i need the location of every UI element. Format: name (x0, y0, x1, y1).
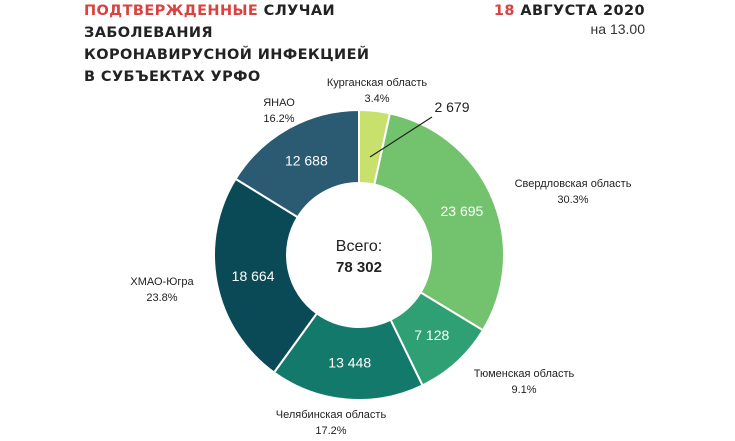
slice-name-курганская-область: Курганская область (327, 77, 428, 89)
title-line-4: В СУБЪЕКТАХ УРФО (84, 69, 261, 85)
date-month-year: АВГУСТА 2020 (514, 3, 645, 19)
report-date: 18 АВГУСТА 2020 (494, 1, 645, 21)
title-part2: СЛУЧАИ (258, 3, 336, 19)
value-label-свердловская-область: 23 695 (441, 203, 484, 219)
slice-percent-тюменская-область: 9.1% (511, 384, 536, 396)
slice-name-свердловская-область: Свердловская область (515, 178, 632, 190)
slice-percent-курганская-область: 3.4% (364, 93, 389, 105)
slice-name-хмао-югра: ХМАО-Югра (130, 276, 194, 288)
value-label-хмао-югра: 18 664 (232, 268, 275, 284)
slice-percent-хмао-югра: 23.8% (146, 292, 177, 304)
slice-челябинская-область (272, 311, 424, 401)
donut-labels: 2 679 Курганская область 3.4% 23 695 Свердло… (130, 77, 631, 437)
value-label-янао: 12 688 (285, 153, 328, 169)
date-day: 18 (493, 3, 515, 19)
value-label-тюменская-область: 7 128 (414, 327, 449, 343)
slice-name-тюменская-область: Тюменская область (474, 368, 575, 380)
title-highlight: ПОДТВЕРЖДЕННЫЕ (84, 3, 259, 19)
center-label: Всего: (336, 238, 382, 255)
value-label-курганская-область: 2 679 (434, 99, 469, 115)
slice-percent-свердловская-область: 30.3% (557, 194, 588, 206)
chart-title: ПОДТВЕРЖДЕННЫЕ СЛУЧАИ ЗАБОЛЕВАНИЯ КОРОНА… (84, 0, 384, 88)
title-line-2: ЗАБОЛЕВАНИЯ (84, 25, 213, 41)
slice-percent-янао: 16.2% (263, 113, 294, 125)
report-time: на 13.00 (590, 21, 645, 37)
slice-свердловская-область (373, 112, 505, 332)
slice-name-янао: ЯНАО (263, 97, 295, 109)
slice-янао (234, 108, 360, 219)
slice-name-челябинская-область: Челябинская область (276, 409, 387, 421)
donut-slices (213, 108, 505, 401)
value-label-челябинская-область: 13 448 (328, 355, 371, 371)
slice-percent-челябинская-область: 17.2% (315, 425, 346, 437)
center-total: 78 302 (336, 259, 382, 276)
title-line-3: КОРОНАВИРУСНОЙ ИНФЕКЦИЕЙ (84, 47, 370, 63)
slice-хмао-югра (213, 177, 319, 374)
leader-line-курганская-область (369, 116, 433, 158)
